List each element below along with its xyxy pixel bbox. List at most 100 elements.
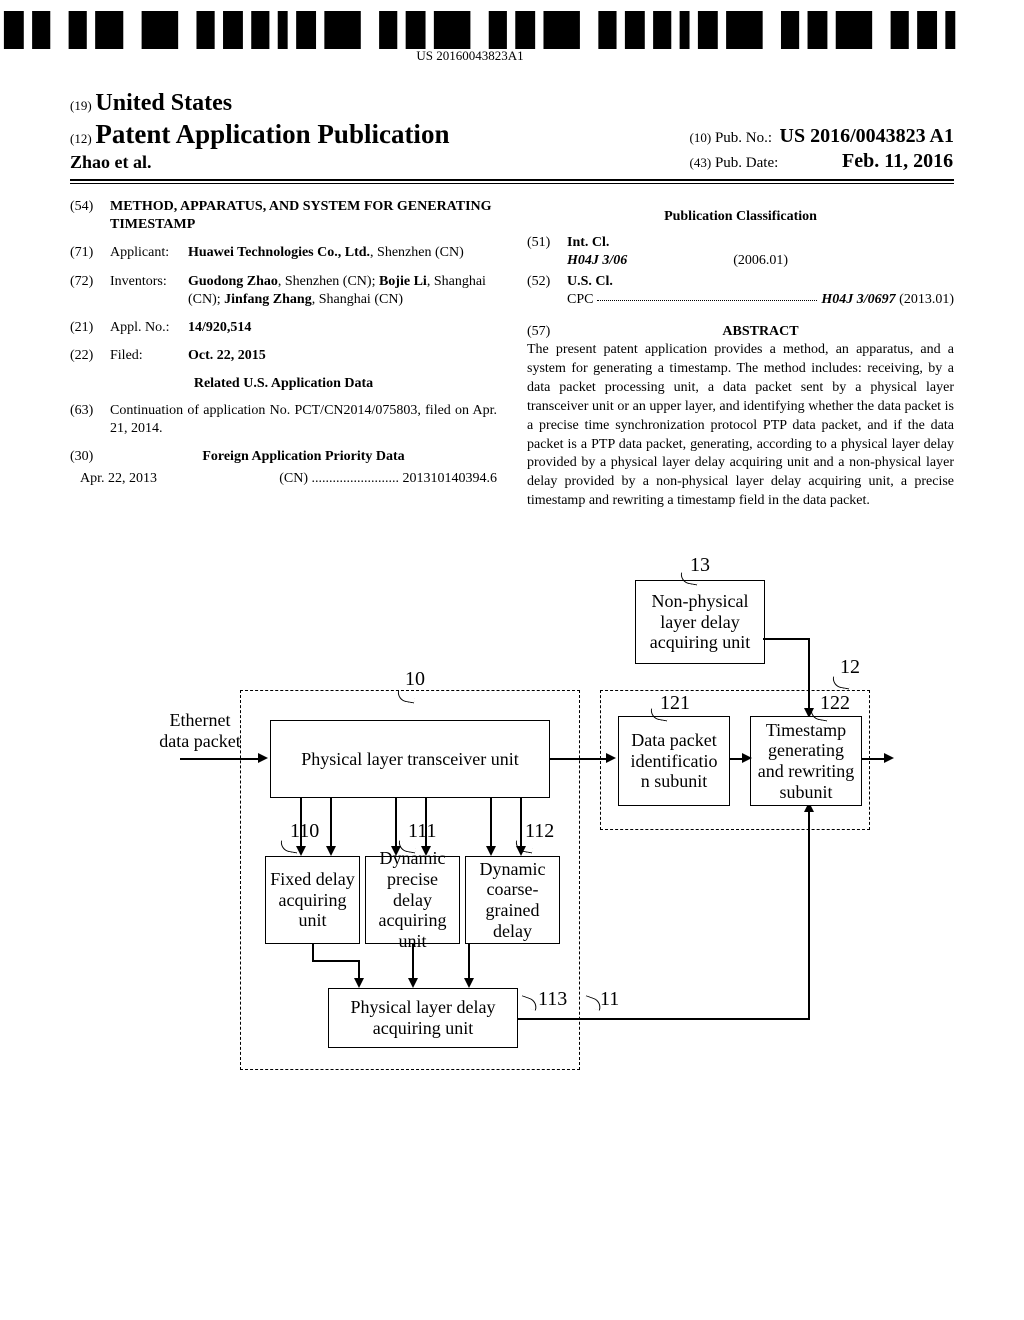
- int-cl-year: (2006.01): [733, 252, 788, 270]
- field-21-label: Appl. No.:: [110, 319, 188, 337]
- ethernet-label: Ethernet data packet: [150, 710, 250, 752]
- arrow-eth-in: [180, 758, 260, 760]
- abstract-heading: ABSTRACT: [722, 324, 798, 339]
- us-cl-label: U.S. Cl.: [567, 274, 613, 289]
- arrow-110-h: [312, 960, 360, 962]
- int-cl-label: Int. Cl.: [567, 235, 609, 250]
- arrow-out-h: [884, 753, 894, 763]
- field-12-num: (12): [70, 131, 92, 146]
- figure-diagram: Ethernet data packet Physical layer tran…: [160, 560, 880, 1080]
- arrow-121-122-h: [742, 753, 752, 763]
- field-10-num: (10): [690, 130, 712, 145]
- applicant-loc: , Shenzhen (CN): [370, 245, 464, 260]
- related-app-heading: Related U.S. Application Data: [70, 375, 497, 393]
- ref-111: 111: [408, 820, 437, 843]
- country: United States: [95, 90, 232, 116]
- inventor-3: Jinfang Zhang: [224, 292, 312, 307]
- cpc-label: CPC: [567, 291, 593, 309]
- box-data-packet-id-subunit: Data packet identificatio n subunit: [618, 716, 730, 806]
- field-57-num: (57): [527, 323, 567, 341]
- ref-113: 113: [538, 988, 567, 1011]
- ref-10: 10: [405, 668, 425, 691]
- field-52-num: (52): [527, 273, 567, 309]
- field-72-label: Inventors:: [110, 273, 188, 309]
- priority-cc: (CN): [279, 471, 308, 486]
- field-30-num: (30): [70, 448, 110, 466]
- box-dynamic-precise-delay: Dynamic precise delay acquiring unit: [365, 856, 460, 944]
- field-22-label: Filed:: [110, 347, 188, 365]
- continuation-text: Continuation of application No. PCT/CN20…: [110, 402, 497, 438]
- field-71-num: (71): [70, 244, 110, 262]
- body-columns: (54) METHOD, APPARATUS, AND SYSTEM FOR G…: [70, 198, 954, 511]
- priority-dots: .........................: [312, 471, 400, 486]
- box-dynamic-coarse-delay: Dynamic coarse- grained delay: [465, 856, 560, 944]
- ref-13: 13: [690, 554, 710, 577]
- arrow-out: [862, 758, 886, 760]
- inventor-3-loc: , Shanghai (CN): [312, 292, 403, 307]
- box-physical-layer-transceiver: Physical layer transceiver unit: [270, 720, 550, 798]
- arrow-110-hd: [354, 978, 364, 988]
- field-22-num: (22): [70, 347, 110, 365]
- field-71-label: Applicant:: [110, 244, 188, 262]
- arrow-13-d: [763, 638, 808, 640]
- arrow-d-110b: [330, 798, 332, 848]
- arrow-110-d1: [312, 944, 314, 960]
- box-fixed-delay: Fixed delay acquiring unit: [265, 856, 360, 944]
- abstract-body: The present patent application provides …: [527, 341, 954, 511]
- foreign-priority-heading: Foreign Application Priority Data: [202, 449, 404, 464]
- int-cl-code: H04J 3/06: [567, 253, 627, 268]
- inventor-1-loc: , Shenzhen (CN);: [278, 274, 379, 289]
- pubno-label: Pub. No.:: [715, 130, 772, 146]
- arrow-113-r: [518, 1018, 810, 1020]
- inventor-1: Guodong Zhao: [188, 274, 278, 289]
- priority-date: Apr. 22, 2013: [80, 470, 157, 488]
- arrow-112-d: [468, 944, 470, 980]
- pubno: US 2016/0043823 A1: [780, 125, 954, 147]
- field-51-num: (51): [527, 234, 567, 270]
- arrow-10-to-12-head: [606, 753, 616, 763]
- doc-type: Patent Application Publication: [95, 119, 449, 149]
- left-column: (54) METHOD, APPARATUS, AND SYSTEM FOR G…: [70, 198, 497, 511]
- arrow-110-d2: [358, 960, 360, 980]
- barcode-graphic: ▌█▐▌▐▌█▌▐█▌▐▌█▐▌▌█▐█▌▐▌█▐█▌▐▌█▐█▌▐▌█▐▌▌█…: [0, 14, 954, 46]
- arrow-113-u: [808, 810, 810, 1020]
- field-43-num: (43): [690, 155, 712, 170]
- appl-no: 14/920,514: [188, 320, 251, 335]
- arrow-d-110b-h: [326, 846, 336, 856]
- field-21-num: (21): [70, 319, 110, 337]
- arrow-111-d: [412, 944, 414, 980]
- ref-11: 11: [600, 988, 619, 1011]
- barcode-block: ▌█▐▌▐▌█▌▐█▌▐▌█▐▌▌█▐█▌▐▌█▐█▌▐▌█▐█▌▐▌█▐▌▌█…: [0, 14, 954, 64]
- hook-12: [831, 677, 850, 690]
- field-19-num: (19): [70, 98, 92, 113]
- barcode-label: US 20160043823A1: [0, 48, 954, 64]
- title: METHOD, APPARATUS, AND SYSTEM FOR GENERA…: [110, 199, 492, 232]
- arrow-111-hd: [408, 978, 418, 988]
- filed-date: Oct. 22, 2015: [188, 348, 266, 363]
- cpc-dots: [597, 291, 817, 301]
- applicant-name: Huawei Technologies Co., Ltd.: [188, 245, 370, 260]
- arrow-d-112a: [490, 798, 492, 848]
- priority-no: 201310140394.6: [403, 471, 498, 486]
- pubdate: Feb. 11, 2016: [842, 150, 953, 172]
- ref-110: 110: [290, 820, 319, 843]
- authors: Zhao et al.: [70, 152, 449, 173]
- arrow-d-112a-h: [486, 846, 496, 856]
- field-63-num: (63): [70, 402, 110, 438]
- arrow-d-111a: [395, 798, 397, 848]
- arrow-112-hd: [464, 978, 474, 988]
- ref-12: 12: [840, 656, 860, 679]
- cpc-code: H04J 3/0697: [821, 292, 895, 307]
- ref-112: 112: [525, 820, 554, 843]
- pubdate-label: Pub. Date:: [715, 155, 778, 171]
- box-non-physical-layer-delay: Non-physical layer delay acquiring unit: [635, 580, 765, 664]
- box-timestamp-rewriting-subunit: Timestamp generating and rewriting subun…: [750, 716, 862, 806]
- field-72-num: (72): [70, 273, 110, 309]
- header: (19) United States (12) Patent Applicati…: [70, 90, 954, 184]
- inventor-2: Bojie Li: [379, 274, 427, 289]
- box-physical-layer-delay-acquiring: Physical layer delay acquiring unit: [328, 988, 518, 1048]
- arrow-10-to-12: [550, 758, 608, 760]
- field-54-num: (54): [70, 198, 110, 234]
- arrow-eth-in-head: [258, 753, 268, 763]
- cpc-year: (2013.01): [899, 292, 954, 307]
